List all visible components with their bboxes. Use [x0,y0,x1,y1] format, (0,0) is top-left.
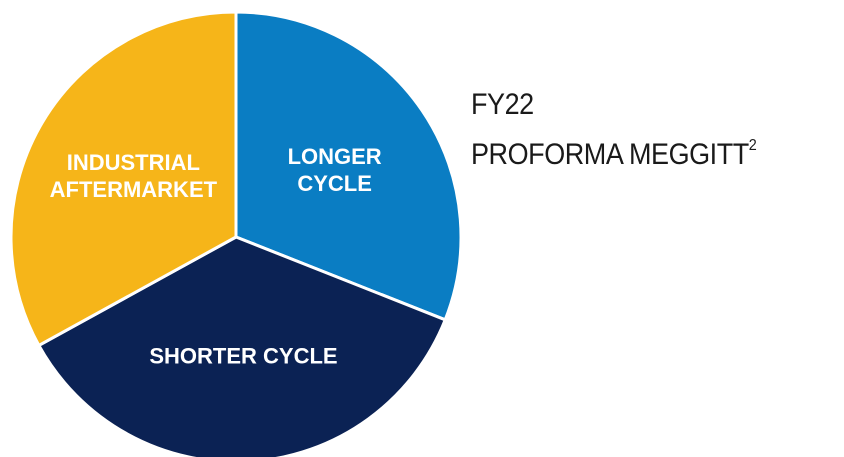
slice-label: INDUSTRIAL AFTERMARKET [49,150,218,203]
chart-title: FY22 [471,88,534,121]
pie-slice [37,235,447,457]
footnote-marker: 2 [748,137,757,154]
pie-slice [234,10,463,322]
chart-title-line: PROFORMA MEGGITT [471,138,749,171]
slice-label: LONGER CYCLE [287,143,382,196]
chart-subtitle: PROFORMA MEGGITT2 [471,137,757,172]
pie-slice [9,10,238,347]
slice-label: SHORTER CYCLE [149,343,338,369]
